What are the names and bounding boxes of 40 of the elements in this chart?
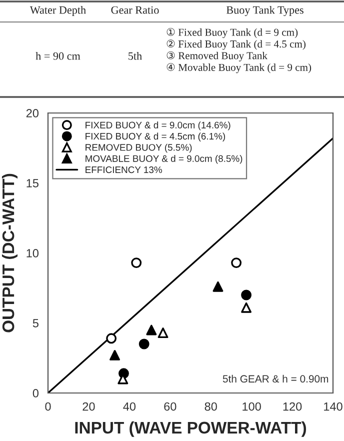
x-tick-label: 100 (242, 402, 261, 411)
point (212, 281, 224, 292)
text: Buoy Tank Types (226, 6, 304, 16)
y-tick-label: 0 (32, 389, 39, 398)
text: ④ Movable Buoy Tank (d = 9 cm) (166, 63, 312, 74)
text: ② Fixed Buoy Tank (d = 4.5 cm) (166, 40, 306, 50)
point (231, 258, 242, 268)
point (146, 324, 157, 336)
point (131, 258, 142, 268)
legend-label: EFFICIENCY 13% (86, 166, 162, 174)
x-tick-label: 80 (204, 402, 217, 411)
text: 5th (128, 52, 142, 60)
point (241, 290, 252, 300)
text: h = 90 cm (36, 52, 80, 60)
y-tick-label: 10 (26, 249, 39, 258)
legend-label: MOVABLE BUOY & d = 9.0cm (8.5%) (86, 154, 242, 164)
text: ① Fixed Buoy Tank (d = 9 cm) (166, 28, 298, 38)
point (138, 338, 150, 350)
x-tick-label: 140 (324, 402, 342, 411)
text: ③ Removed Buoy Tank (166, 51, 268, 62)
text: Water Depth (30, 6, 86, 16)
x-tick-label: 120 (283, 402, 302, 411)
text: Gear Ratio (111, 6, 159, 14)
legend-label: FIXED BUOY & d = 9.0cm (14.6%) (86, 122, 230, 130)
legend-label: FIXED BUOY & d = 4.5cm (6.1%) (86, 132, 226, 142)
x-tick-label: 40 (123, 402, 136, 411)
x-tick-label: 0 (45, 402, 51, 411)
x-tick-label: 20 (82, 402, 95, 411)
point (110, 350, 120, 360)
y-tick-label: 15 (26, 179, 38, 188)
point (106, 333, 117, 344)
annotation: 5th GEAR & h = 0.90m (222, 374, 328, 383)
x-axis-title: INPUT (WAVE POWER-WATT) (75, 421, 306, 437)
y-tick-label: 20 (26, 109, 39, 118)
point (158, 328, 168, 338)
point (241, 302, 252, 313)
x-tick-label: 60 (164, 402, 176, 411)
legend-label: REMOVED BUOY (5.5%) (86, 144, 192, 153)
y-axis-title: OUTPUT (DC-WATT) (2, 174, 18, 332)
y-tick-label: 5 (32, 319, 38, 328)
